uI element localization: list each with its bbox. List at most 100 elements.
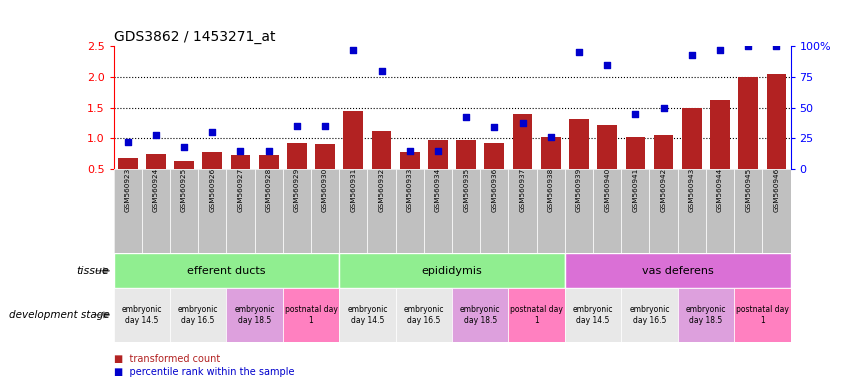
Bar (226, 288, 283, 342)
Text: embryonic
day 14.5: embryonic day 14.5 (121, 305, 162, 324)
Bar (738, 77, 758, 169)
Text: efferent ducts: efferent ducts (187, 266, 266, 276)
Bar (509, 169, 537, 253)
Text: ■  transformed count: ■ transformed count (114, 354, 220, 364)
Bar (428, 140, 447, 169)
Point (262, 152, 275, 159)
Bar (174, 161, 194, 169)
Bar (565, 253, 791, 288)
Point (205, 129, 219, 135)
Text: ■  percentile rank within the sample: ■ percentile rank within the sample (114, 367, 294, 377)
Point (177, 158, 191, 164)
Point (544, 134, 558, 140)
Point (657, 132, 670, 138)
Bar (339, 253, 565, 288)
Point (375, 68, 389, 74)
Bar (653, 135, 674, 169)
Text: GDS3862 / 1453271_at: GDS3862 / 1453271_at (114, 30, 275, 44)
Point (516, 121, 529, 127)
Bar (678, 288, 734, 342)
Bar (368, 169, 395, 253)
Bar (142, 169, 170, 253)
Bar (621, 169, 649, 253)
Bar (480, 169, 509, 253)
Point (685, 51, 699, 58)
Bar (513, 114, 532, 169)
Point (629, 111, 643, 117)
Text: embryonic
day 18.5: embryonic day 18.5 (460, 305, 500, 324)
Bar (452, 288, 509, 342)
Bar (593, 169, 621, 253)
Point (572, 116, 585, 122)
Point (319, 141, 332, 147)
Point (375, 128, 389, 134)
Bar (457, 140, 476, 169)
Bar (734, 288, 791, 342)
Bar (114, 288, 170, 342)
Bar (541, 137, 561, 169)
Bar (649, 169, 678, 253)
Text: postnatal day
1: postnatal day 1 (736, 305, 789, 324)
Bar (255, 169, 283, 253)
Bar (399, 152, 420, 169)
Point (346, 108, 360, 114)
Bar (509, 288, 565, 342)
Point (516, 111, 529, 117)
Point (177, 144, 191, 150)
Bar (114, 169, 142, 253)
Bar (621, 288, 678, 342)
Text: embryonic
day 14.5: embryonic day 14.5 (573, 305, 613, 324)
Point (290, 123, 304, 129)
Bar (372, 131, 391, 169)
Point (572, 49, 585, 55)
Bar (146, 154, 166, 169)
Bar (452, 169, 480, 253)
Bar (226, 169, 255, 253)
Point (713, 97, 727, 103)
Bar (678, 169, 706, 253)
Bar (395, 169, 424, 253)
Bar (766, 74, 786, 169)
Point (685, 104, 699, 111)
Point (459, 137, 473, 143)
Point (346, 47, 360, 53)
Bar (283, 288, 339, 342)
Point (600, 61, 614, 68)
Text: embryonic
day 18.5: embryonic day 18.5 (685, 305, 726, 324)
Text: vas deferens: vas deferens (642, 266, 713, 276)
Text: epididymis: epididymis (421, 266, 483, 276)
Point (742, 74, 755, 80)
Bar (114, 253, 339, 288)
Point (600, 122, 614, 128)
Bar (287, 143, 307, 169)
Bar (565, 169, 593, 253)
Point (205, 149, 219, 155)
Point (770, 43, 783, 49)
Bar (203, 152, 222, 169)
Bar (682, 108, 701, 169)
Point (742, 43, 755, 49)
Text: postnatal day
1: postnatal day 1 (284, 305, 337, 324)
Point (544, 134, 558, 140)
Point (403, 149, 416, 155)
Point (431, 137, 445, 143)
Bar (569, 119, 589, 169)
Point (149, 131, 162, 137)
Bar (259, 156, 278, 169)
Point (234, 152, 247, 159)
Bar (198, 169, 226, 253)
Point (629, 134, 643, 140)
Point (657, 104, 670, 111)
Text: postnatal day
1: postnatal day 1 (510, 305, 563, 324)
Text: development stage: development stage (8, 310, 109, 320)
Bar (597, 125, 617, 169)
Bar (118, 158, 138, 169)
Bar (762, 169, 791, 253)
Bar (424, 169, 452, 253)
Bar (170, 169, 198, 253)
Point (234, 147, 247, 154)
Point (459, 114, 473, 121)
Bar (565, 288, 621, 342)
Bar (734, 169, 762, 253)
Bar (315, 144, 335, 169)
